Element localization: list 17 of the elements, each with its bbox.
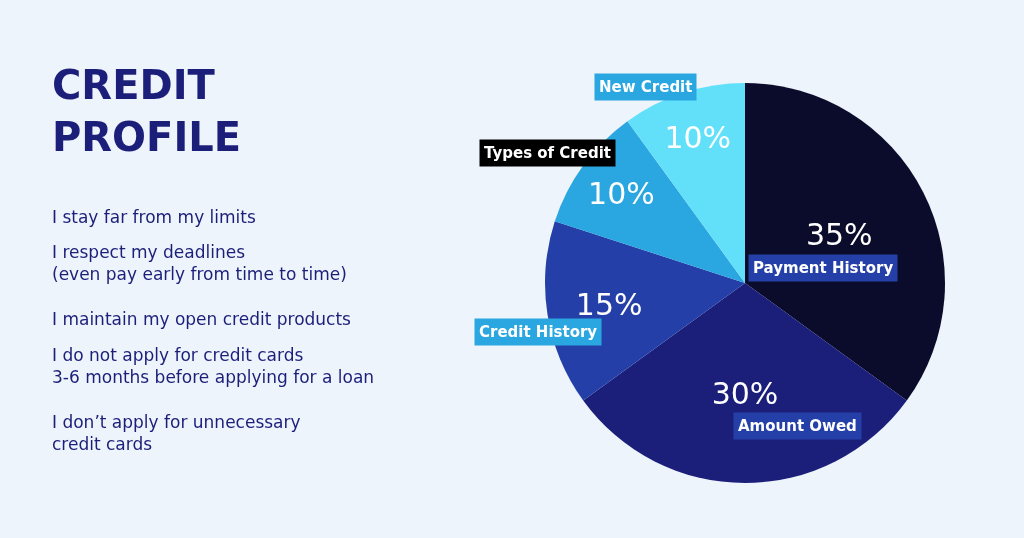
text: I respect my deadlines (even pay early from time to time) (52, 242, 347, 285)
slice-label: Payment History (753, 259, 894, 277)
text: I don’t apply for unnecessary credit cards (52, 412, 301, 455)
slice-label: New Credit (599, 78, 693, 96)
text: CREDIT PROFILE (52, 62, 242, 160)
data-label: 10% (664, 120, 732, 156)
data-label: 10% (588, 175, 655, 211)
slice-label: Types of Credit (484, 144, 611, 162)
slice-label: Credit History (479, 323, 598, 341)
pie-slice (554, 121, 745, 283)
data-label: 35% (805, 217, 873, 253)
data-label: 15% (575, 287, 643, 323)
text: I maintain my open credit products (52, 309, 352, 329)
text: I stay far from my limits (52, 207, 256, 227)
data-label: 30% (711, 376, 779, 412)
slice-label: Amount Owed (738, 417, 857, 435)
text: I do not apply for credit cards 3-6 months before applying for a loan (52, 345, 375, 388)
